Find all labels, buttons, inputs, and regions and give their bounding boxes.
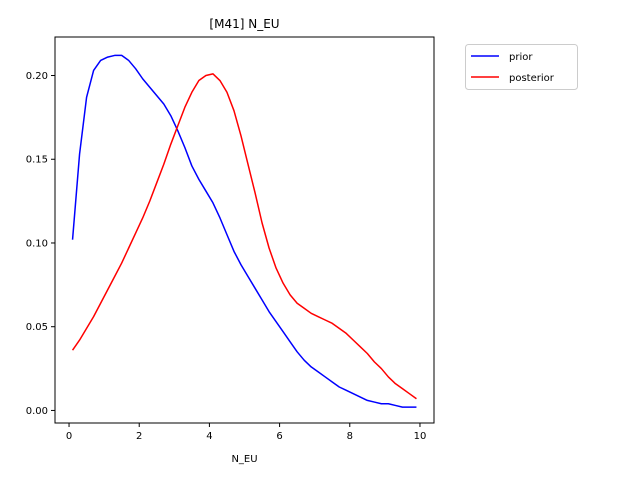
plot-area bbox=[54, 36, 435, 424]
x-tick-label: 10 bbox=[414, 431, 427, 442]
x-tick-label: 4 bbox=[206, 431, 212, 442]
x-tick-label: 6 bbox=[276, 431, 282, 442]
x-tick-label: 8 bbox=[347, 431, 353, 442]
series-layer bbox=[71, 54, 417, 408]
legend: prior posterior bbox=[465, 44, 578, 90]
y-axis: 0.00 0.05 0.10 0.15 0.20 bbox=[26, 71, 55, 417]
series-line-posterior bbox=[71, 73, 417, 400]
x-axis-label: N_EU bbox=[231, 454, 257, 465]
chart-title: [M41] N_EU bbox=[209, 17, 279, 31]
x-tick-label: 2 bbox=[136, 431, 142, 442]
x-tick-label: 0 bbox=[66, 431, 72, 442]
series-line-prior bbox=[71, 54, 417, 408]
y-tick-label: 0.05 bbox=[26, 322, 48, 333]
legend-label-posterior: posterior bbox=[509, 73, 555, 84]
y-tick-label: 0.20 bbox=[26, 71, 48, 82]
legend-label-prior: prior bbox=[509, 52, 533, 63]
y-tick-label: 0.10 bbox=[26, 238, 48, 249]
axes-frame bbox=[54, 36, 435, 424]
x-axis: 0 2 4 6 8 10 bbox=[66, 423, 426, 442]
y-tick-label: 0.00 bbox=[26, 406, 48, 417]
y-tick-label: 0.15 bbox=[26, 155, 48, 166]
